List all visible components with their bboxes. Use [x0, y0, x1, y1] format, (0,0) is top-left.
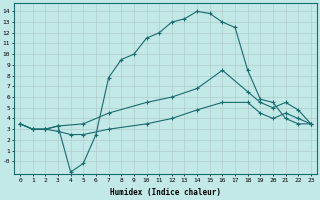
X-axis label: Humidex (Indice chaleur): Humidex (Indice chaleur): [110, 188, 221, 197]
